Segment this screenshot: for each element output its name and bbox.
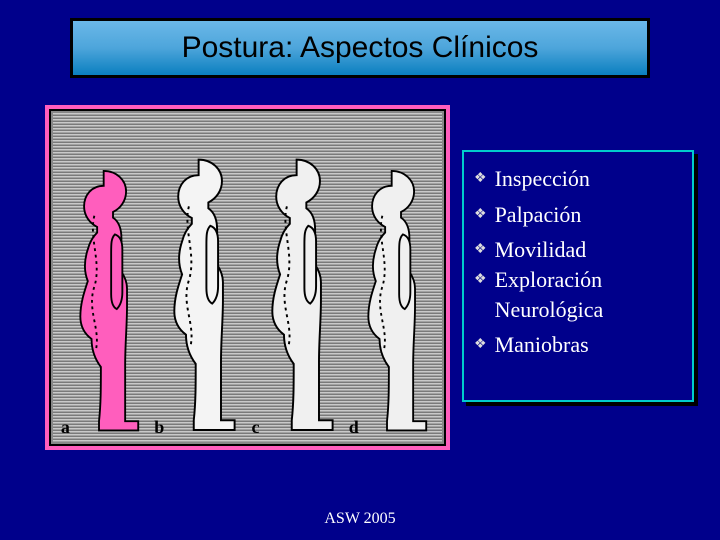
figure-canvas: a b c d (51, 111, 444, 444)
silhouette-icon (57, 139, 150, 442)
panel-label: b (154, 417, 164, 438)
list-group: ❖ Maniobras (474, 330, 682, 360)
footer-caption: ASW 2005 (324, 510, 395, 528)
silhouette-icon (345, 139, 438, 442)
list-group: ❖ Palpación (474, 200, 682, 230)
list-item-label: Inspección (495, 164, 590, 194)
list-group: ❖ Movilidad ❖ Exploración Neurológica (474, 235, 682, 324)
diamond-icon: ❖ (474, 336, 487, 355)
figure-panel-c: c (248, 113, 345, 442)
list-item: ❖ Maniobras (474, 330, 682, 360)
title-text: Postura: Aspectos Clínicos (182, 31, 539, 65)
list-item-label: Movilidad (495, 235, 587, 265)
figure-panel-a: a (57, 113, 150, 442)
panel-label: c (252, 417, 260, 438)
figure-panel-d: d (345, 113, 438, 442)
diamond-icon: ❖ (474, 206, 487, 225)
figure-panel-b: b (150, 113, 247, 442)
diamond-icon: ❖ (474, 241, 487, 260)
list-item: ❖ Inspección (474, 164, 682, 194)
list-item: ❖ Exploración Neurológica (474, 265, 682, 324)
clinical-aspects-list: ❖ Inspección ❖ Palpación ❖ Movilidad ❖ Explorac… (462, 150, 694, 402)
list-item: ❖ Palpación (474, 200, 682, 230)
silhouette-icon (248, 139, 345, 442)
silhouette-icon (150, 139, 247, 442)
title-banner: Postura: Aspectos Clínicos (70, 18, 650, 78)
posture-figure: a b c d (45, 105, 450, 450)
diamond-icon: ❖ (474, 271, 487, 290)
list-item: ❖ Movilidad (474, 235, 682, 265)
list-group: ❖ Inspección (474, 164, 682, 194)
panel-label: d (349, 417, 359, 438)
list-item-label: Maniobras (495, 330, 589, 360)
list-item-label: Palpación (495, 200, 582, 230)
panel-label: a (61, 417, 70, 438)
diamond-icon: ❖ (474, 170, 487, 189)
list-item-label: Exploración Neurológica (495, 265, 682, 324)
